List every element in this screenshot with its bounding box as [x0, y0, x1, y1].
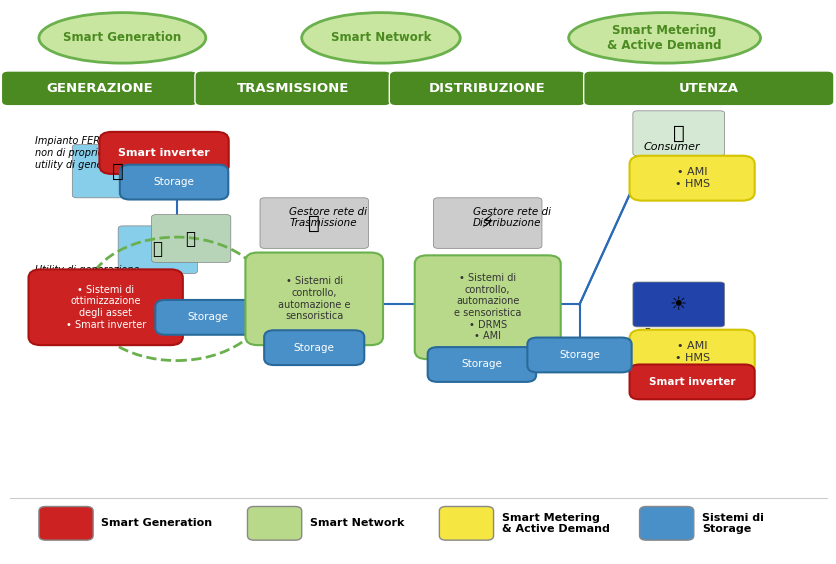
Text: Storage: Storage	[293, 343, 334, 352]
FancyBboxPatch shape	[629, 364, 754, 399]
Text: Sistemi di
Storage: Sistemi di Storage	[701, 513, 763, 534]
Ellipse shape	[301, 12, 460, 63]
Text: ⚡: ⚡	[481, 214, 494, 232]
FancyBboxPatch shape	[639, 506, 693, 540]
Text: Storage: Storage	[186, 312, 227, 323]
Ellipse shape	[568, 12, 760, 63]
FancyBboxPatch shape	[629, 330, 754, 374]
FancyBboxPatch shape	[260, 198, 368, 248]
Text: • AMI
• HMS: • AMI • HMS	[674, 341, 709, 363]
FancyBboxPatch shape	[439, 506, 493, 540]
Text: Smart inverter: Smart inverter	[648, 377, 735, 387]
FancyBboxPatch shape	[151, 215, 231, 262]
FancyBboxPatch shape	[39, 506, 93, 540]
FancyBboxPatch shape	[433, 198, 542, 248]
FancyBboxPatch shape	[120, 165, 228, 200]
Text: 🌫️: 🌫️	[186, 230, 196, 248]
Text: Utility di generazione
con portafoglio
impianti diversificato: Utility di generazione con portafoglio i…	[35, 266, 139, 298]
FancyBboxPatch shape	[245, 253, 383, 345]
Text: ☀️: ☀️	[670, 295, 686, 314]
Text: GENERAZIONE: GENERAZIONE	[46, 82, 153, 95]
FancyBboxPatch shape	[264, 331, 364, 365]
Text: Prosumer: Prosumer	[643, 328, 696, 337]
Text: UTENZA: UTENZA	[678, 82, 738, 95]
Text: Smart Network: Smart Network	[330, 32, 431, 45]
Text: 🗼: 🗼	[308, 214, 319, 232]
Text: 🏠: 🏠	[672, 124, 684, 143]
Text: TRASMISSIONE: TRASMISSIONE	[237, 82, 349, 95]
Text: Impianto FER
non di proprietà di
utility di generazione: Impianto FER non di proprietà di utility…	[35, 136, 138, 170]
Text: • Sistemi di
controllo,
automazione e
sensoristica: • Sistemi di controllo, automazione e se…	[278, 276, 350, 321]
Text: Smart inverter: Smart inverter	[118, 148, 210, 158]
Text: Smart Generation: Smart Generation	[64, 32, 181, 45]
Text: Smart Metering
& Active Demand: Smart Metering & Active Demand	[502, 513, 609, 534]
Text: • Sistemi di
ottimizzazione
degli asset
• Smart inverter: • Sistemi di ottimizzazione degli asset …	[65, 285, 145, 329]
Text: 🌬️: 🌬️	[112, 162, 124, 181]
FancyBboxPatch shape	[583, 71, 833, 106]
FancyBboxPatch shape	[247, 506, 301, 540]
Text: DISTRIBUZIONE: DISTRIBUZIONE	[428, 82, 545, 95]
Text: Storage: Storage	[154, 177, 194, 187]
FancyBboxPatch shape	[155, 300, 259, 335]
Text: Smart Metering
& Active Demand: Smart Metering & Active Demand	[607, 24, 721, 52]
Text: Gestore rete di
Trasmissione: Gestore rete di Trasmissione	[289, 206, 367, 228]
FancyBboxPatch shape	[389, 71, 584, 106]
FancyBboxPatch shape	[2, 71, 197, 106]
FancyBboxPatch shape	[415, 255, 560, 359]
FancyBboxPatch shape	[632, 111, 724, 156]
Text: • AMI
• HMS: • AMI • HMS	[674, 168, 709, 189]
FancyBboxPatch shape	[72, 144, 164, 198]
Text: 🏭: 🏭	[152, 240, 162, 258]
FancyBboxPatch shape	[427, 347, 536, 382]
Text: Smart Generation: Smart Generation	[101, 518, 212, 528]
Text: • Sistemi di
controllo,
automazione
e sensoristica
• DRMS
• AMI: • Sistemi di controllo, automazione e se…	[453, 273, 521, 341]
FancyBboxPatch shape	[28, 270, 182, 345]
FancyBboxPatch shape	[527, 338, 631, 372]
FancyBboxPatch shape	[195, 71, 390, 106]
FancyBboxPatch shape	[629, 156, 754, 201]
FancyBboxPatch shape	[118, 226, 197, 274]
Text: Consumer: Consumer	[643, 142, 700, 152]
FancyBboxPatch shape	[632, 282, 724, 327]
Ellipse shape	[39, 12, 206, 63]
Text: Gestore rete di
Distribuzione: Gestore rete di Distribuzione	[472, 206, 550, 228]
Text: Storage: Storage	[461, 359, 502, 369]
Text: Storage: Storage	[558, 350, 599, 360]
Text: Smart Network: Smart Network	[309, 518, 404, 528]
FancyBboxPatch shape	[99, 132, 228, 174]
